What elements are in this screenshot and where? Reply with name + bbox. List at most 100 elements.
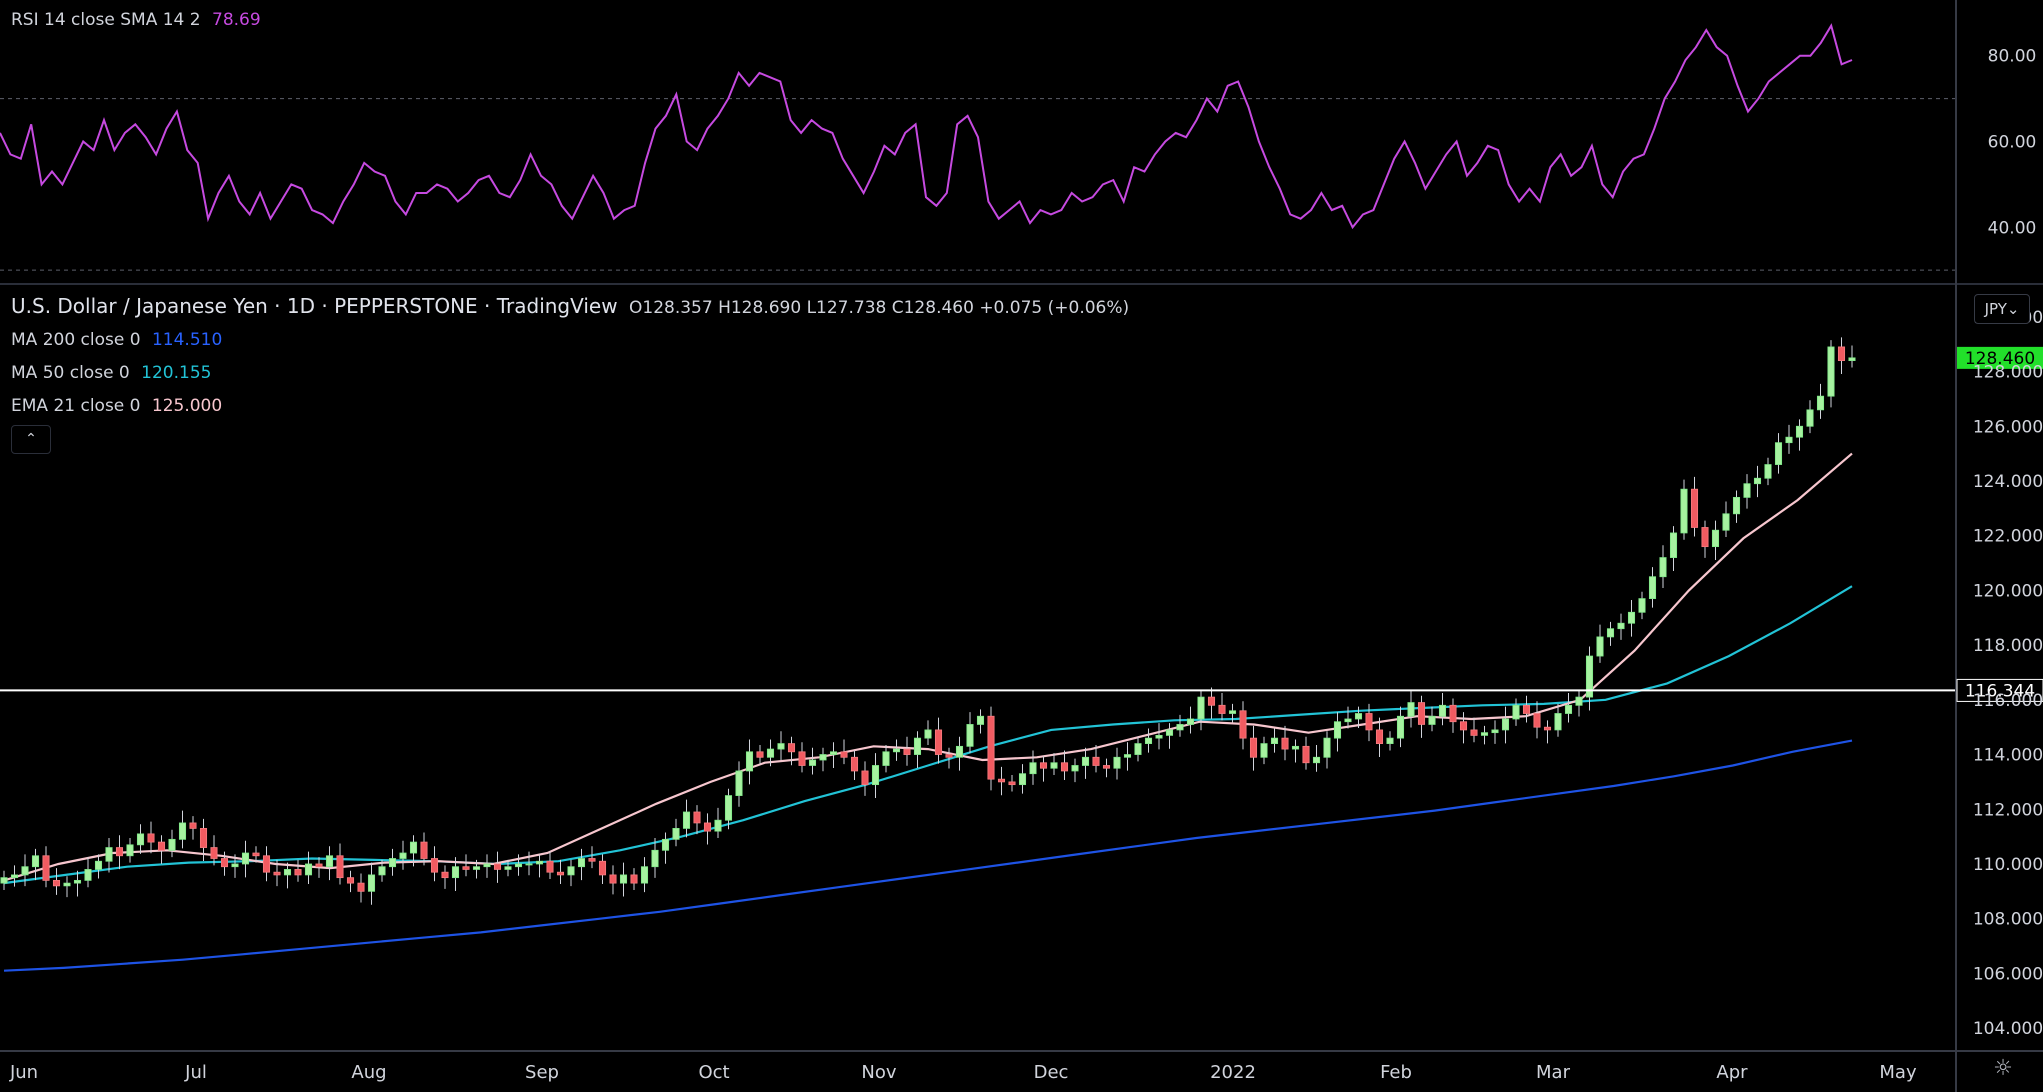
gear-icon[interactable]: ☼ xyxy=(1993,1056,2013,1081)
candle xyxy=(325,846,334,881)
candle-body xyxy=(693,811,701,824)
candle xyxy=(178,810,187,849)
x-tick-label: Oct xyxy=(698,1062,729,1083)
candle-body xyxy=(861,770,869,786)
candle-body xyxy=(1029,762,1037,775)
candle xyxy=(1659,545,1667,588)
candle xyxy=(546,851,554,880)
candle xyxy=(1795,419,1804,451)
candle-body xyxy=(493,863,502,870)
candle-body xyxy=(52,879,61,887)
candle xyxy=(1512,698,1520,726)
candle xyxy=(1071,758,1079,783)
candle-body xyxy=(924,729,932,739)
ma50-line xyxy=(3,585,1853,885)
candle xyxy=(777,731,785,761)
ma200-legend-value: 114.510 xyxy=(151,330,223,350)
candle xyxy=(997,766,1006,796)
candle-body xyxy=(682,811,691,829)
candle-body xyxy=(1543,726,1552,731)
candle xyxy=(1564,692,1573,723)
candle-body xyxy=(829,751,838,755)
candle-body xyxy=(1575,696,1583,706)
ema21-legend[interactable]: EMA 21 close 0 125.000 xyxy=(11,396,222,416)
candle xyxy=(1365,703,1373,742)
candle xyxy=(1491,720,1499,744)
candle xyxy=(1428,706,1436,732)
candle xyxy=(1732,490,1741,523)
candle-body xyxy=(1092,756,1100,766)
candle-body xyxy=(73,879,82,884)
candle xyxy=(294,859,302,882)
candle xyxy=(1144,728,1153,753)
candle xyxy=(1722,501,1730,538)
candle xyxy=(136,824,145,854)
candle-body xyxy=(892,748,901,753)
candle-body xyxy=(1323,737,1331,758)
candle xyxy=(1575,690,1583,717)
x-tick-label: Aug xyxy=(351,1062,386,1083)
ma50-legend[interactable]: MA 50 close 0 120.155 xyxy=(11,363,211,383)
collapse-legend-button[interactable]: ⌃ xyxy=(11,425,51,454)
ma200-legend[interactable]: MA 200 close 0 114.510 xyxy=(11,330,222,350)
candle xyxy=(1018,764,1027,794)
candle xyxy=(1449,698,1457,733)
candle xyxy=(1281,725,1289,761)
candle xyxy=(42,846,50,888)
x-tick-label: Jul xyxy=(184,1062,207,1083)
candle xyxy=(1260,736,1268,765)
candle xyxy=(1134,736,1142,762)
candle-body xyxy=(1260,743,1268,758)
candle-body xyxy=(1134,743,1142,755)
candle-body xyxy=(1764,464,1772,479)
x-tick-label: May xyxy=(1879,1062,1917,1083)
price-tick-label: 114.000 xyxy=(1973,746,2043,766)
x-tick-label: Dec xyxy=(1034,1062,1069,1083)
candle xyxy=(220,851,229,876)
candle xyxy=(1617,613,1625,640)
candle xyxy=(1249,725,1258,771)
candle-body xyxy=(273,871,281,876)
candle xyxy=(1207,687,1216,719)
candle-body xyxy=(1617,622,1625,630)
candle-body xyxy=(1816,395,1825,411)
candle xyxy=(1596,624,1604,663)
candle-body xyxy=(283,869,292,876)
currency-button[interactable]: JPY⌄ xyxy=(1974,294,2030,324)
candle xyxy=(63,876,71,898)
candle xyxy=(94,854,103,879)
candle-body xyxy=(315,863,323,868)
candle-body xyxy=(913,737,922,755)
candle-body xyxy=(1249,737,1258,758)
ma50-legend-label: MA 50 close 0 xyxy=(11,363,130,383)
candle xyxy=(955,736,964,771)
candle xyxy=(871,753,880,799)
candle-body xyxy=(766,748,775,758)
x-tick-label: 2022 xyxy=(1210,1062,1256,1083)
candle-body xyxy=(1344,718,1352,723)
candle xyxy=(1407,690,1415,728)
candle xyxy=(1669,526,1678,571)
candle-body xyxy=(1417,702,1426,725)
candle xyxy=(1827,340,1835,408)
symbol-title[interactable]: U.S. Dollar / Japanese Yen · 1D · PEPPER… xyxy=(11,294,618,318)
candle-body xyxy=(588,858,596,862)
candle xyxy=(724,788,733,830)
candle xyxy=(934,717,943,764)
candle xyxy=(21,854,29,887)
candle xyxy=(504,859,512,877)
candle xyxy=(1228,703,1237,723)
candle-body xyxy=(1449,704,1457,723)
candle xyxy=(84,857,92,888)
candle-body xyxy=(1060,762,1069,772)
candle-body xyxy=(1795,425,1804,438)
rsi-legend[interactable]: RSI 14 close SMA 14 2 78.69 xyxy=(11,10,261,30)
candle xyxy=(1029,750,1037,785)
candle xyxy=(682,799,691,838)
candle-body xyxy=(1281,737,1289,750)
rsi-line xyxy=(0,23,1853,230)
candle-body xyxy=(304,863,313,876)
candle-body xyxy=(1123,754,1132,758)
candle xyxy=(798,742,806,773)
